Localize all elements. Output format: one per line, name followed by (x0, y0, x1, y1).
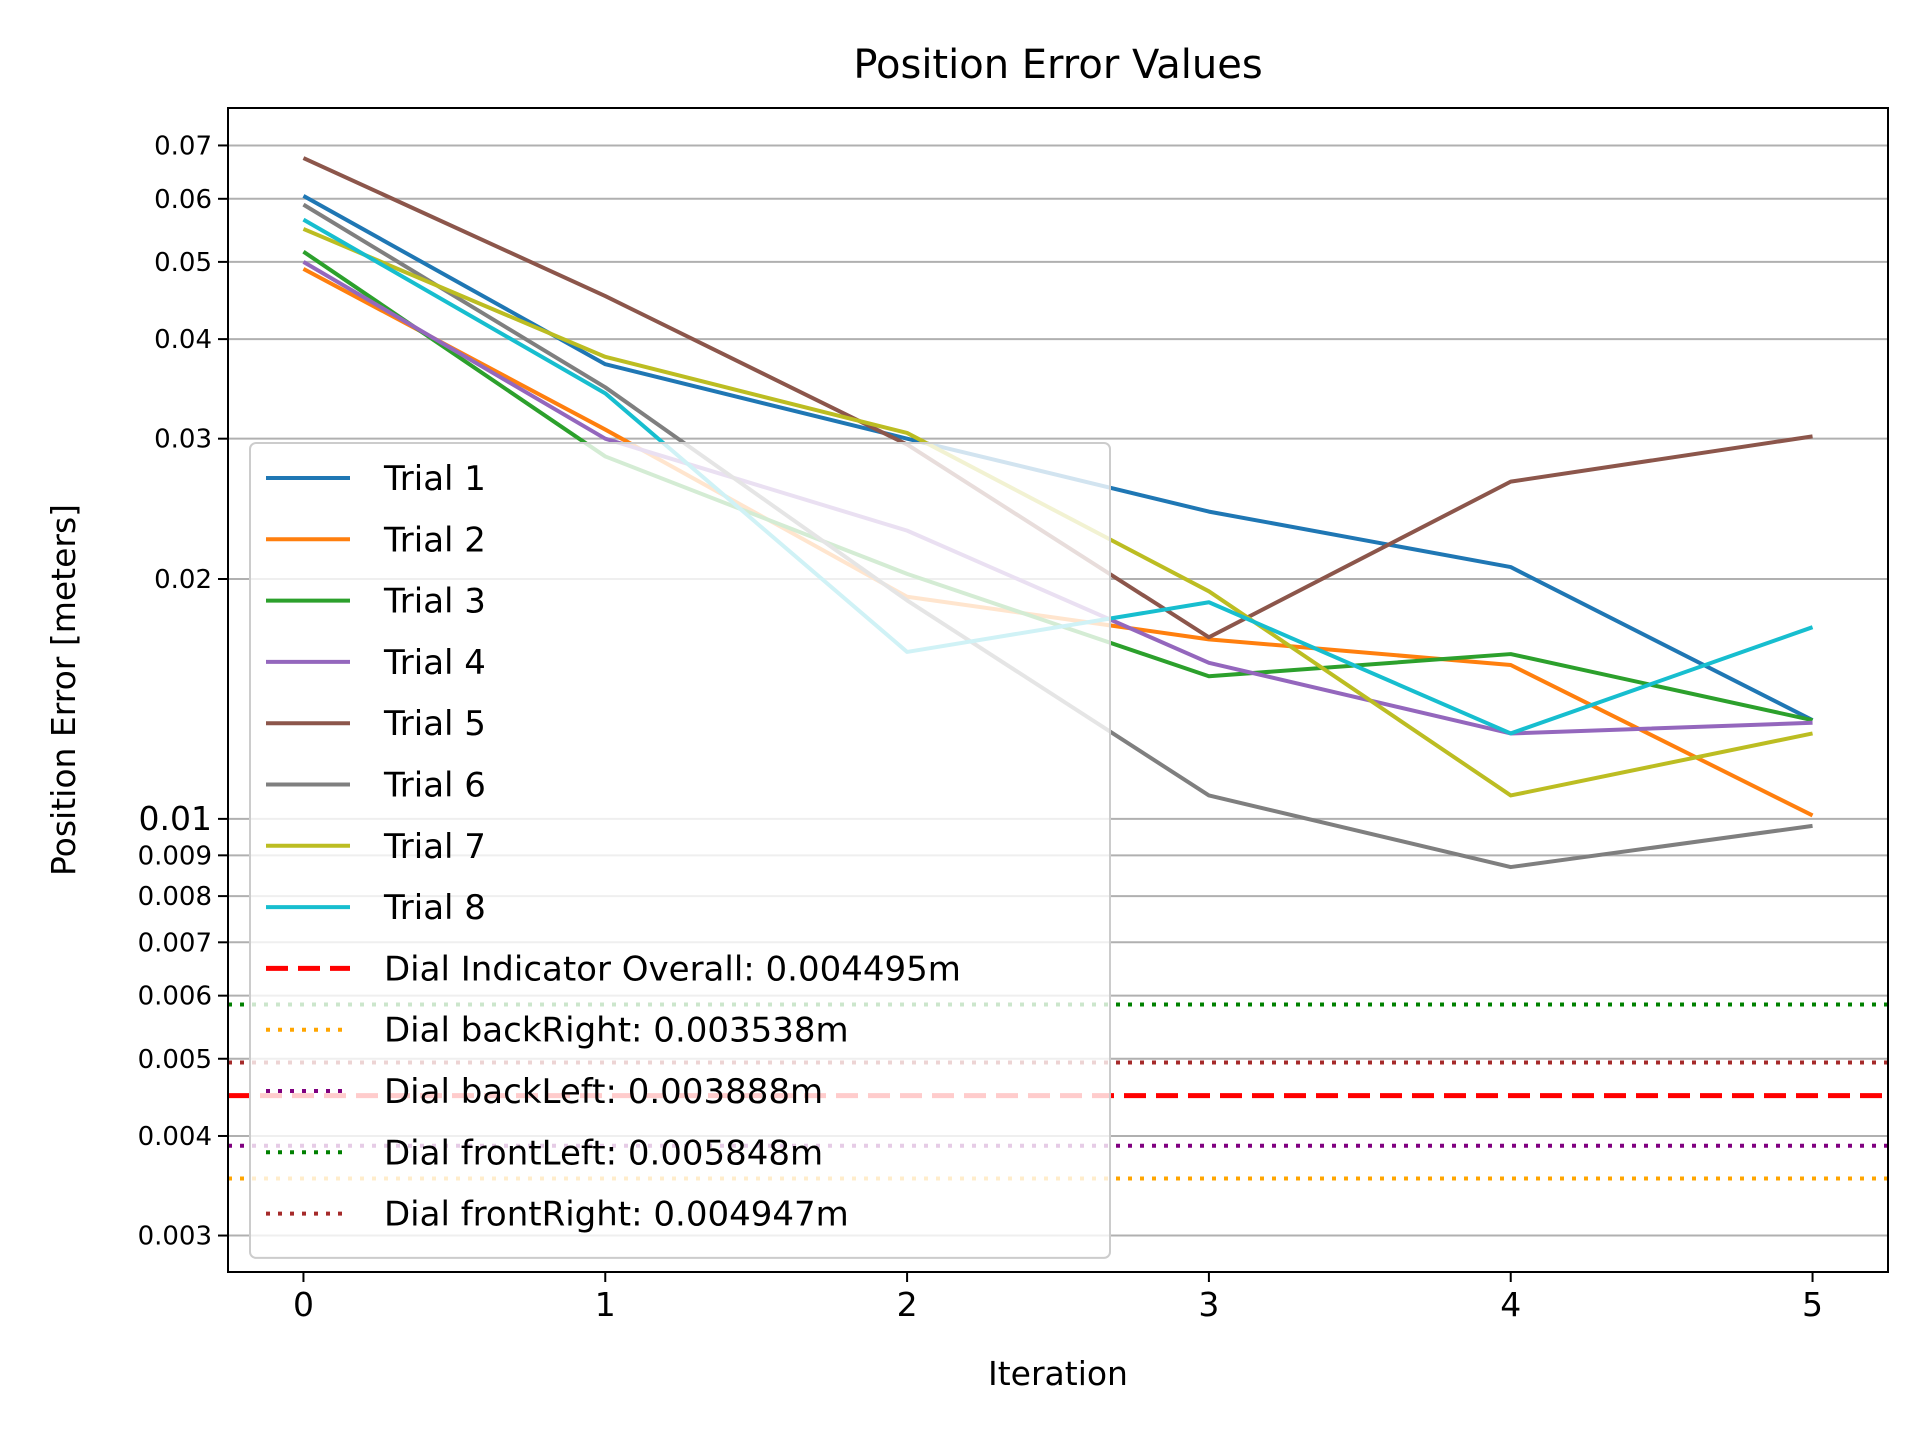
y-tick-label-3: 0.006 (138, 982, 212, 1012)
legend-label-7: Trial 8 (383, 888, 486, 928)
x-tick-label-3: 3 (1198, 1285, 1219, 1324)
x-axis-label: Iteration (988, 1354, 1128, 1393)
legend-label-11: Dial frontLeft: 0.005848m (384, 1133, 823, 1173)
chart-title: Position Error Values (853, 42, 1262, 88)
plot-frame (227, 107, 1889, 1273)
y-tick-label-13: 0.07 (154, 131, 212, 161)
legend-box (249, 442, 1111, 1259)
y-tick-label-5: 0.008 (138, 882, 212, 912)
y-tick-label-9: 0.03 (154, 425, 212, 455)
y-tick-label-2: 0.005 (138, 1045, 212, 1075)
legend-label-3: Trial 4 (383, 643, 486, 683)
legend-label-8: Dial Indicator Overall: 0.004495m (384, 949, 961, 989)
legend-label-10: Dial backLeft: 0.003888m (384, 1072, 823, 1112)
y-tick-label-1: 0.004 (138, 1122, 212, 1152)
legend-label-9: Dial backRight: 0.003538m (384, 1011, 849, 1051)
x-tick-label-0: 0 (293, 1285, 314, 1324)
y-tick-label-0: 0.003 (138, 1222, 212, 1252)
legend-label-4: Trial 5 (383, 704, 486, 744)
legend-label-6: Trial 7 (383, 827, 486, 867)
y-axis-label: Position Error [meters] (44, 504, 83, 876)
legend: Trial 1 Trial 2 Trial 3 Trial 4 Trial 5 Trial… (249, 442, 1111, 1259)
legend-label-0: Trial 1 (383, 459, 486, 499)
y-tick-label-6: 0.009 (138, 841, 212, 871)
legend-label-1: Trial 2 (383, 520, 486, 560)
legend-label-5: Trial 6 (383, 766, 486, 806)
y-tick-label-11: 0.05 (154, 248, 212, 278)
legend-label-2: Trial 3 (383, 582, 486, 622)
y-tick-label-4: 0.007 (138, 928, 212, 958)
y-tick-label-8: 0.02 (154, 565, 212, 595)
y-tick-label-12: 0.06 (154, 185, 212, 215)
x-tick-label-4: 4 (1500, 1285, 1521, 1324)
x-tick-label-1: 1 (595, 1285, 616, 1324)
y-tick-label-10: 0.04 (154, 325, 212, 355)
x-tick-label-5: 5 (1802, 1285, 1823, 1324)
x-tick-label-2: 2 (897, 1285, 918, 1324)
legend-label-12: Dial frontRight: 0.004947m (384, 1195, 849, 1235)
x-axis: 0 1 2 3 4 5 (293, 1272, 1823, 1324)
y-tick-label-7: 0.01 (139, 799, 212, 838)
